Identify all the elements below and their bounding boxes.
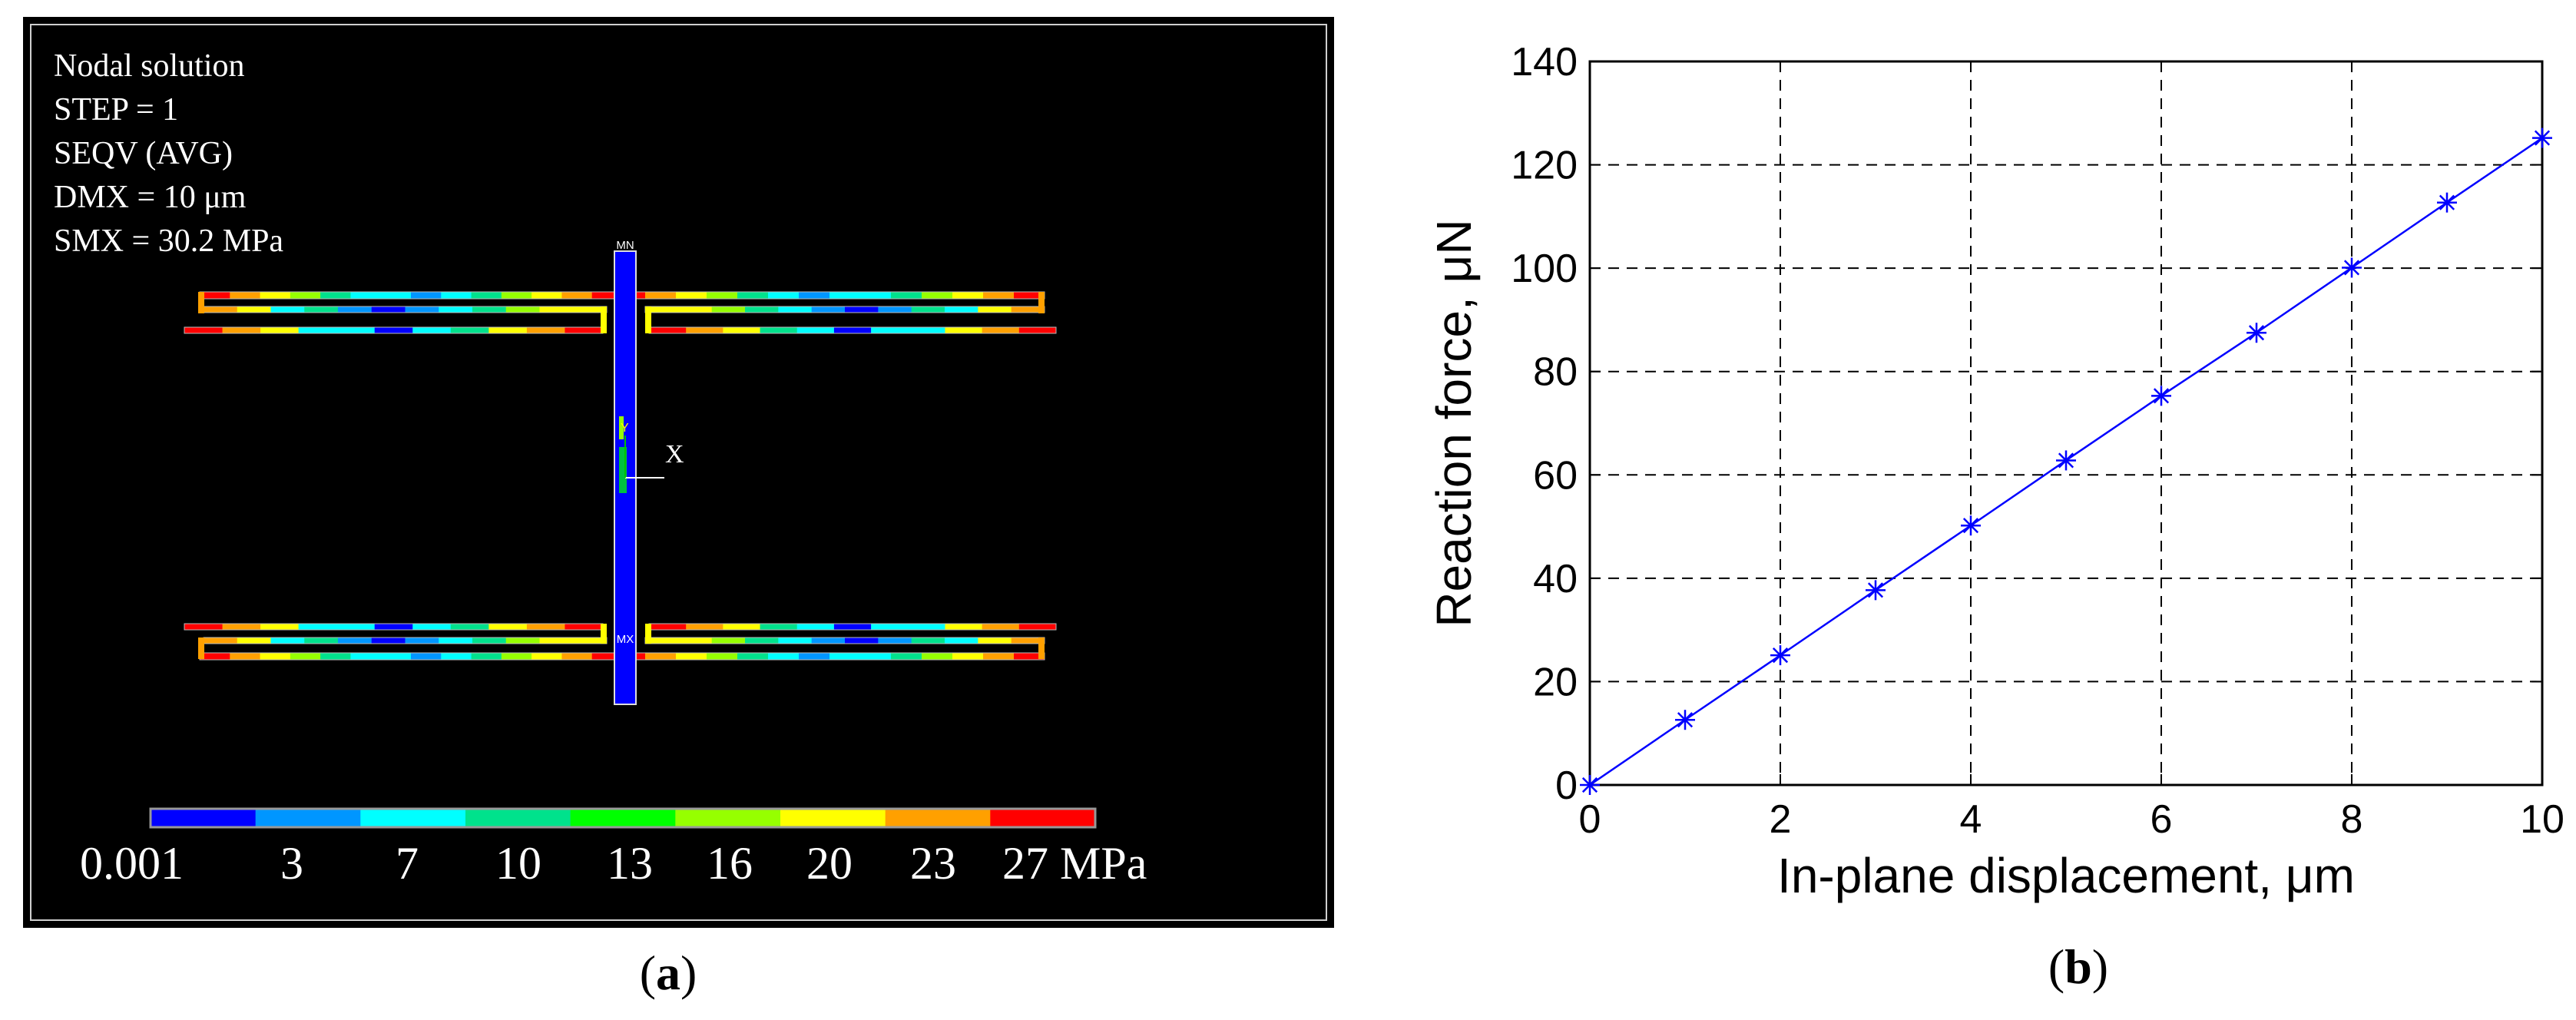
caption-a: (a) — [639, 945, 697, 1000]
colorbar-label: 27 MPa — [1002, 838, 1147, 889]
coordinate-triad: XY — [621, 422, 684, 479]
data-point — [2056, 450, 2076, 471]
mn-marker: MN — [616, 239, 634, 252]
colorbar-segment — [780, 809, 886, 827]
colorbar-segment — [360, 809, 466, 827]
upper-left-beam-2 — [203, 306, 608, 313]
data-point — [2532, 128, 2552, 148]
colorbar-segment — [990, 809, 1096, 827]
colorbar-label: 20 — [806, 838, 853, 889]
y-tick-label: 120 — [1511, 144, 1578, 188]
colorbar — [149, 807, 1097, 829]
colorbar-segment — [570, 809, 676, 827]
panel-frame — [30, 24, 1327, 921]
x-tick-label: 4 — [1960, 797, 1982, 842]
y-axis-label: Reaction force, μN — [1426, 219, 1482, 627]
colorbar-label: 3 — [280, 838, 303, 889]
lower-left-beam-3 — [199, 652, 623, 661]
mx-marker: MX — [617, 633, 634, 646]
x-tick-label: 6 — [2151, 797, 2173, 842]
y-tick-label: 100 — [1511, 247, 1578, 291]
lower-right-beam-2 — [644, 637, 1045, 644]
colorbar-segment — [151, 809, 257, 827]
grid — [1590, 61, 2542, 785]
upper-right-beam-2 — [644, 306, 1045, 313]
info-line-5: SMX = 30.2 MPa — [54, 224, 284, 259]
upper-left-beam-3 — [184, 326, 604, 334]
y-tick-label: 40 — [1533, 557, 1578, 601]
x-tick-label: 10 — [2520, 797, 2564, 842]
y-tick-label: 60 — [1533, 453, 1578, 498]
data-point — [1580, 775, 1600, 795]
colorbar-label: 13 — [607, 838, 653, 889]
colorbar-label: 10 — [495, 838, 541, 889]
upper-right-beam-1 — [614, 291, 1045, 300]
colorbar-segment — [465, 809, 571, 827]
axes-box — [1588, 60, 2544, 787]
colorbar-label: 16 — [707, 838, 753, 889]
colorbar-label: 0.001 — [80, 838, 184, 889]
colorbar-segment — [885, 809, 991, 827]
info-line-2: STEP = 1 — [54, 92, 179, 128]
plot-area — [1590, 61, 2542, 785]
y-tick-label: 20 — [1533, 660, 1578, 704]
data-point — [1961, 515, 1981, 536]
y-tick-label: 140 — [1511, 40, 1578, 84]
colorbar-label: 7 — [396, 838, 419, 889]
info-line-1: Nodal solution — [54, 48, 245, 84]
lower-right-beam-3 — [614, 652, 1045, 661]
force-displacement-chart: 0 2 4 6 8 10 0 20 40 60 80 100 120 140 In-plane displa… — [1375, 0, 2576, 937]
data-point — [1675, 710, 1695, 730]
data-point — [2342, 257, 2362, 278]
axis-x-label: X — [665, 440, 684, 469]
data-point — [1770, 645, 1790, 666]
data-point — [2247, 323, 2266, 343]
upper-left-beam-1 — [199, 291, 623, 300]
lower-left-beam-1 — [184, 623, 604, 631]
lower-left-beam-2 — [203, 637, 608, 644]
upper-right-beam-3 — [648, 326, 1057, 334]
x-tick-label: 2 — [1770, 797, 1792, 842]
x-tick-label: 0 — [1579, 797, 1601, 842]
axis-y-label: Y — [621, 422, 629, 435]
lower-right-beam-1 — [648, 623, 1057, 631]
y-tick-label: 80 — [1533, 350, 1578, 395]
data-point — [2437, 192, 2457, 213]
caption-b: (b) — [2048, 939, 2109, 994]
info-line-3: SEQV (AVG) — [54, 136, 233, 171]
info-line-4: DMX = 10 μm — [54, 180, 247, 215]
y-tick-label: 0 — [1555, 763, 1578, 808]
colorbar-label: 23 — [910, 838, 956, 889]
colorbar-segment — [675, 809, 781, 827]
x-axis-label: In-plane displacement, μm — [1777, 848, 2355, 903]
data-point — [2151, 386, 2171, 406]
colorbar-segment — [255, 809, 361, 827]
fem-stress-plot: MN MX X Y Nodal solution STEP = 1 SEQV (AVG… — [23, 17, 1334, 928]
data-point — [1866, 580, 1886, 601]
x-tick-label: 8 — [2341, 797, 2363, 842]
